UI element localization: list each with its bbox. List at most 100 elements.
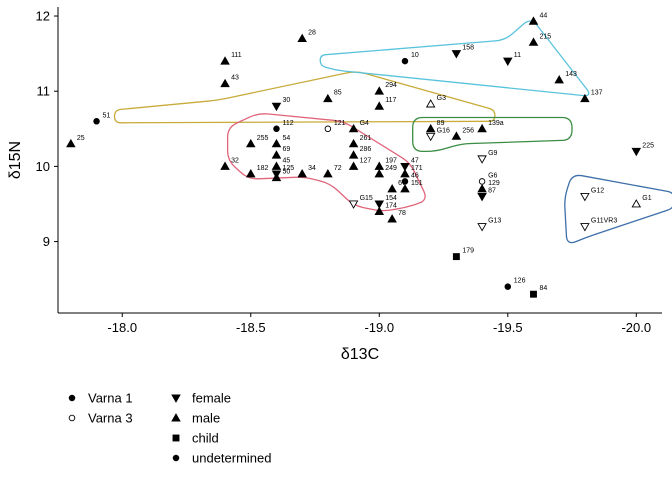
point-label: G6 — [488, 172, 497, 179]
point-label: 89 — [437, 120, 445, 127]
y-tick-label: 9 — [43, 234, 50, 249]
point-label: 143 — [565, 71, 577, 78]
data-point — [503, 57, 513, 67]
data-point — [271, 161, 282, 170]
legend-key — [171, 394, 181, 403]
y-tick-label: 12 — [36, 9, 50, 24]
data-point — [66, 138, 76, 148]
data-point — [554, 75, 564, 84]
point-label: G16 — [437, 127, 450, 134]
data-point — [273, 125, 280, 133]
data-point — [400, 184, 410, 193]
point-label: 256 — [462, 127, 474, 134]
point-label: 44 — [539, 12, 547, 19]
point-label: 129 — [488, 180, 500, 187]
legend-label: Varna 3 — [88, 411, 133, 426]
legend-label: child — [192, 431, 219, 446]
data-point — [528, 37, 539, 46]
data-point — [530, 290, 537, 298]
y-axis-title: δ15N — [7, 141, 24, 179]
point-label: 32 — [231, 157, 239, 164]
group-hull — [564, 174, 672, 244]
point-label: 127 — [360, 157, 372, 164]
point-label: 294 — [385, 82, 397, 89]
data-point — [324, 125, 332, 133]
x-tick-label: -18.0 — [107, 320, 137, 335]
point-label: 249 — [385, 165, 397, 172]
point-label: 87 — [488, 187, 496, 194]
legend-key — [171, 413, 181, 422]
data-point — [374, 86, 385, 95]
point-label: 54 — [282, 135, 290, 142]
point-label: 171 — [411, 165, 423, 172]
point-labels: 44 215 158 11 10 143 137 28 111 43 294 85 117 G3 30 51 1… — [77, 12, 654, 292]
group-hull — [412, 116, 573, 153]
data-point — [374, 101, 385, 110]
point-label: 139a — [488, 120, 504, 127]
y-tick-label: 10 — [36, 159, 50, 174]
point-label: 111 — [231, 52, 242, 59]
point-label: 34 — [308, 165, 316, 172]
data-point — [477, 193, 487, 202]
point-label: 125 — [282, 165, 294, 172]
point-label: 215 — [539, 33, 551, 40]
data-point — [374, 169, 385, 178]
data-point — [220, 56, 230, 65]
point-label: 51 — [103, 112, 111, 119]
legend-key — [68, 414, 76, 422]
point-label: 179 — [462, 248, 474, 255]
data-point — [400, 169, 410, 178]
legend-label: female — [192, 391, 231, 406]
point-label: 72 — [334, 165, 342, 172]
point-label: 174 — [385, 203, 397, 210]
data-point — [323, 169, 333, 178]
data-point — [271, 172, 282, 182]
data-point — [477, 223, 487, 232]
point-label: 261 — [360, 135, 372, 142]
point-label: 47 — [411, 157, 419, 164]
point-label: 112 — [282, 120, 293, 127]
data-point — [323, 93, 333, 103]
data-point — [387, 184, 397, 193]
point-label: 154 — [385, 195, 397, 202]
data-point — [528, 16, 539, 25]
point-label: 117 — [385, 97, 396, 104]
point-label: 286 — [360, 146, 372, 153]
legend-key — [68, 394, 76, 402]
data-point — [580, 193, 590, 202]
data-point — [220, 161, 230, 170]
data-point — [387, 214, 397, 223]
x-tick-label: -20.0 — [621, 320, 651, 335]
point-label: 67 — [398, 180, 406, 187]
data-point — [348, 200, 359, 209]
point-label: 151 — [411, 180, 423, 187]
point-label: 84 — [539, 285, 547, 292]
data-point — [271, 150, 282, 159]
legend-key — [172, 454, 180, 462]
data-point — [425, 99, 436, 108]
point-label: 46 — [411, 172, 419, 179]
data-point — [580, 93, 590, 103]
data-point — [348, 138, 359, 148]
point-label: 30 — [282, 97, 290, 104]
point-label: 158 — [462, 45, 474, 52]
point-label: 126 — [514, 278, 526, 285]
legend-label: Varna 1 — [88, 391, 133, 406]
y-tick-label: 11 — [37, 84, 51, 99]
data-point — [374, 161, 385, 170]
legend-label: male — [192, 411, 220, 426]
data-point — [245, 169, 256, 178]
point-label: 69 — [282, 146, 290, 153]
data-point — [348, 150, 359, 159]
point-label: 197 — [385, 157, 397, 164]
data-point — [504, 283, 512, 290]
data-point — [348, 123, 359, 133]
group-hull — [226, 113, 426, 212]
point-label: G3 — [437, 95, 446, 102]
x-tick-label: -19.5 — [493, 320, 523, 335]
point-label: 78 — [398, 210, 406, 217]
data-points — [66, 16, 642, 298]
data-point — [451, 50, 462, 59]
x-tick-label: -19.0 — [364, 320, 394, 335]
